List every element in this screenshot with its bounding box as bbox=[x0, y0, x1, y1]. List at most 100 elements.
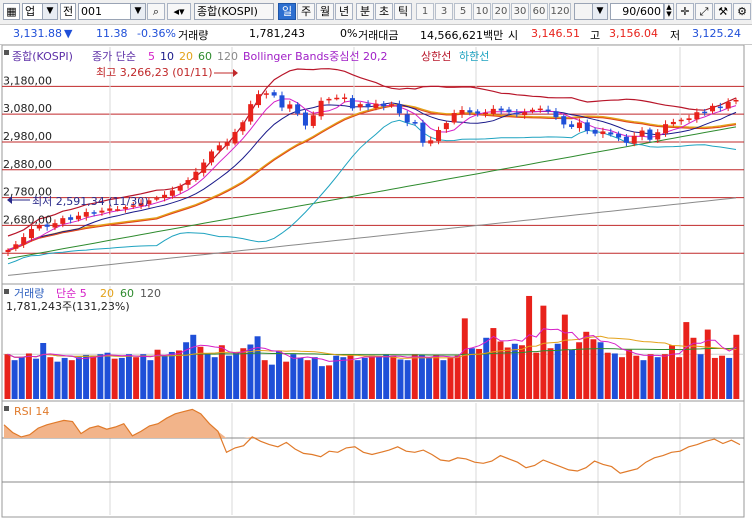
period-button-tick[interactable]: 틱 bbox=[394, 3, 412, 20]
change-direction-icon: ▼ bbox=[64, 27, 73, 40]
code-dropdown-icon[interactable]: ▼ bbox=[130, 3, 146, 20]
amount-label: 거래대금 bbox=[358, 29, 399, 42]
volume-bar bbox=[440, 360, 447, 399]
legend-entry: 5 bbox=[148, 50, 155, 63]
candle bbox=[91, 212, 97, 214]
volume-bar bbox=[611, 353, 618, 399]
interval-dropdown-icon[interactable]: ▼ bbox=[592, 3, 608, 20]
candle bbox=[365, 103, 371, 107]
high-annotation: 최고 3,266,23 (01/11) bbox=[96, 66, 238, 79]
candle bbox=[569, 124, 575, 127]
code-input[interactable]: 001 bbox=[78, 3, 132, 20]
interval-button-30[interactable]: 30 bbox=[511, 3, 529, 20]
interval-button-5[interactable]: 5 bbox=[454, 3, 472, 20]
volume-ma5-line bbox=[7, 328, 737, 362]
volume-bar bbox=[68, 360, 75, 399]
volume-bar bbox=[526, 295, 533, 399]
high-value: 3,156.04 bbox=[609, 27, 658, 40]
volume-bar bbox=[190, 334, 197, 399]
period-prefix[interactable]: 전 bbox=[60, 3, 76, 20]
low-value: 3,125.24 bbox=[692, 27, 741, 40]
low-label: 저 bbox=[670, 29, 681, 42]
volume-bar bbox=[47, 357, 54, 399]
legend-entry: 10 bbox=[160, 50, 174, 63]
volume-bar bbox=[340, 357, 347, 399]
volume-bar bbox=[676, 357, 683, 399]
candle bbox=[436, 130, 442, 142]
volume-legend-entry: 단순 5 bbox=[56, 287, 87, 300]
candle bbox=[694, 112, 700, 120]
high-label: 고 bbox=[590, 29, 601, 42]
volume-bar bbox=[226, 355, 232, 399]
market-type-dropdown-icon[interactable]: ▼ bbox=[42, 3, 58, 20]
change-amount: 11.38 bbox=[96, 27, 128, 40]
zoom-icon[interactable]: ⤢ bbox=[695, 3, 713, 20]
candle bbox=[702, 111, 708, 114]
search-icon[interactable]: ⌕ bbox=[147, 3, 165, 20]
candle bbox=[686, 118, 692, 121]
candle bbox=[490, 108, 496, 114]
current-price: 3,131.88 bbox=[13, 27, 62, 40]
period-button-day[interactable]: 일 bbox=[278, 3, 296, 20]
volume-bar bbox=[361, 357, 368, 399]
interval-button-20[interactable]: 20 bbox=[492, 3, 510, 20]
volume-bar bbox=[669, 345, 675, 399]
stock-chart[interactable]: 3,180,00 3,080,00 2,980,00 2,880,00 2,780,00… bbox=[0, 45, 752, 519]
period-button-second[interactable]: 초 bbox=[375, 3, 393, 20]
candle bbox=[36, 225, 42, 229]
candle bbox=[623, 136, 629, 143]
volume-legend-entry: 120 bbox=[140, 287, 161, 300]
period-button-week[interactable]: 주 bbox=[297, 3, 315, 20]
interval-button-10[interactable]: 10 bbox=[473, 3, 491, 20]
volume-bar bbox=[454, 355, 461, 399]
volume-bar bbox=[347, 354, 354, 399]
settings-icon[interactable]: ⚙ bbox=[733, 3, 751, 20]
period-button-minute[interactable]: 분 bbox=[356, 3, 374, 20]
rsi-overbought-fill bbox=[4, 409, 740, 438]
volume-bar bbox=[18, 357, 25, 399]
volume-bar bbox=[254, 336, 261, 399]
volume-bar bbox=[276, 351, 282, 399]
volume-label: 거래량 bbox=[178, 29, 209, 42]
crosshair-icon[interactable]: ✛ bbox=[676, 3, 694, 20]
volume-bar bbox=[690, 337, 697, 399]
period-button-year[interactable]: 년 bbox=[335, 3, 353, 20]
interval-button-60[interactable]: 60 bbox=[530, 3, 548, 20]
market-type-select[interactable]: 업 bbox=[22, 3, 44, 20]
quote-bar: 3,131.88 ▼ 11.38 -0.36% 거래량 1,781,243 0%… bbox=[0, 25, 752, 45]
change-percent: -0.36% bbox=[137, 27, 176, 40]
chart-menu-icon[interactable]: ▦ bbox=[3, 3, 20, 20]
volume-bar bbox=[569, 349, 575, 399]
bollinger-center-line bbox=[7, 105, 737, 252]
candle bbox=[21, 237, 27, 245]
period-button-month[interactable]: 월 bbox=[316, 3, 334, 20]
interval-button-3[interactable]: 3 bbox=[435, 3, 453, 20]
page-spinner-icon[interactable]: ▲ ▼ bbox=[664, 3, 674, 20]
tools-icon[interactable]: ⚒ bbox=[714, 3, 732, 20]
volume-bar bbox=[376, 356, 383, 399]
volume-bar bbox=[233, 352, 240, 399]
volume-bar bbox=[54, 361, 61, 399]
candle bbox=[107, 208, 113, 211]
interval-button-120[interactable]: 120 bbox=[549, 3, 571, 20]
candle bbox=[287, 104, 293, 109]
volume-subtitle: 1,781,243주(131,23%) bbox=[6, 300, 130, 313]
history-icon[interactable]: ◂▾ bbox=[167, 3, 191, 20]
candle bbox=[193, 171, 199, 181]
volume-bar bbox=[533, 352, 540, 399]
volume-bar bbox=[154, 349, 161, 399]
candle bbox=[302, 112, 308, 126]
volume-bar bbox=[433, 354, 440, 399]
volume-legend-entry: 60 bbox=[120, 287, 134, 300]
candle bbox=[428, 140, 434, 144]
interval-button-1[interactable]: 1 bbox=[416, 3, 434, 20]
price-tick-label: 3,080,00 bbox=[3, 102, 52, 115]
moving-average-lines bbox=[7, 68, 737, 276]
candle bbox=[334, 97, 340, 100]
candle bbox=[592, 129, 598, 134]
volume-bar bbox=[497, 341, 504, 399]
candle bbox=[663, 124, 669, 134]
volume-bar bbox=[218, 345, 225, 399]
candle bbox=[670, 121, 676, 125]
page-count-input[interactable]: 90/600 bbox=[610, 3, 664, 20]
